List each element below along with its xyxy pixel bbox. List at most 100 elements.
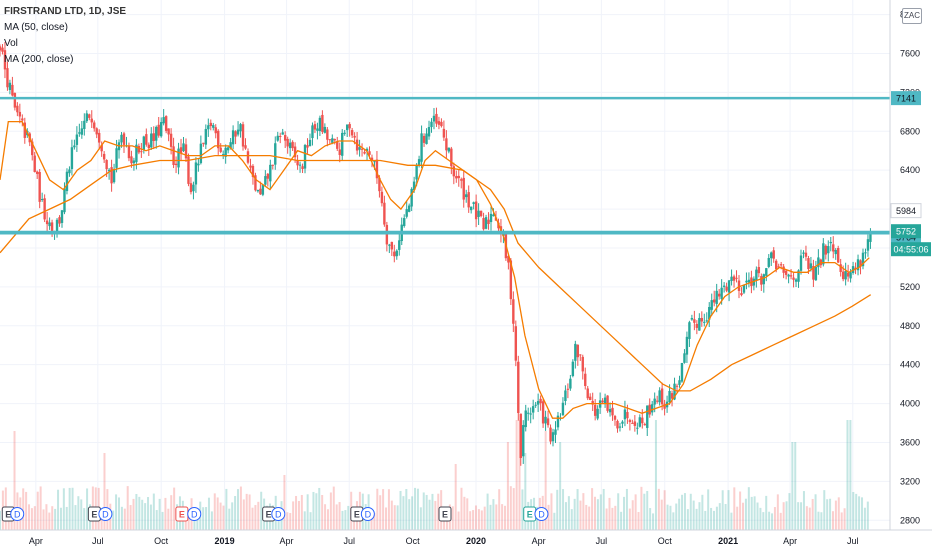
volume-bar — [866, 501, 869, 530]
candle-body — [442, 128, 446, 138]
candle-body — [162, 117, 165, 124]
volume-bar — [379, 495, 382, 530]
candle-body — [78, 132, 81, 134]
candle-body — [40, 198, 44, 200]
candle-body — [812, 265, 815, 280]
candle-body — [735, 277, 738, 279]
volume-bar — [13, 431, 16, 530]
candle-body — [846, 272, 850, 277]
volume-bar — [573, 498, 576, 530]
horizontal-levels[interactable] — [0, 96, 890, 235]
candle-body — [353, 135, 356, 138]
candle-body — [757, 267, 761, 274]
candle-body — [112, 169, 116, 183]
symbol-title[interactable]: FIRSTRAND LTD, 1D, JSE — [4, 6, 127, 17]
volume-bar — [86, 488, 89, 530]
candle-body — [343, 132, 346, 134]
candle-body — [393, 251, 396, 257]
y-tick-label: 6800 — [900, 126, 920, 136]
volume-bar — [318, 487, 321, 530]
volume-bar — [814, 494, 817, 530]
candle-body — [770, 252, 773, 259]
candle-body — [286, 138, 289, 147]
candle-body — [861, 252, 865, 267]
candle-body — [281, 132, 284, 135]
candle-body — [658, 390, 661, 403]
volume-legend[interactable]: Vol — [4, 38, 18, 49]
candle-body — [152, 133, 155, 142]
earnings-marker-label: E — [179, 510, 185, 520]
candle-body — [378, 177, 381, 192]
candle-body — [787, 274, 790, 277]
candle-body — [430, 121, 433, 128]
earnings-marker-label: E — [266, 510, 272, 520]
volume-bar — [521, 489, 524, 530]
candle-body — [303, 145, 307, 169]
volume-bar — [649, 508, 652, 530]
volume-bar — [54, 508, 57, 530]
volume-bar — [28, 504, 31, 530]
candle-body — [849, 272, 852, 279]
candle-body — [132, 160, 136, 164]
volume-bar — [329, 492, 332, 530]
candle-body — [306, 145, 309, 148]
volume-bar — [593, 496, 596, 530]
volume-bar — [431, 493, 434, 530]
volume-bar — [411, 496, 414, 530]
volume-bar — [120, 506, 123, 530]
candle-body — [789, 275, 793, 277]
ma200-line — [0, 154, 872, 392]
candle-body — [866, 239, 870, 251]
candle-body — [722, 285, 726, 287]
candle-body — [460, 179, 463, 181]
volume-bar — [158, 498, 161, 530]
candle-body — [199, 143, 203, 164]
volume-bar — [326, 509, 329, 530]
price-label-text: 5984 — [896, 206, 916, 216]
candle-body — [192, 184, 195, 192]
candle-body — [472, 202, 475, 204]
volume-bar — [782, 502, 785, 530]
candle-body — [172, 146, 175, 165]
candle-body — [375, 159, 379, 179]
candle-body — [794, 279, 798, 282]
candle-body — [856, 259, 860, 271]
candle-body — [313, 124, 317, 130]
candle-body — [859, 260, 862, 267]
candle-body — [638, 417, 642, 427]
volume-bar — [646, 490, 649, 530]
candle-body — [184, 144, 188, 159]
candle-body — [21, 118, 24, 121]
volume-bar — [759, 507, 762, 530]
candle-body — [217, 130, 220, 149]
ma200-legend[interactable]: MA (200, close) — [4, 54, 74, 65]
earnings-marker-label: E — [354, 510, 360, 520]
volume-bar — [826, 499, 829, 530]
candle-body — [452, 166, 456, 177]
candle-body — [834, 249, 837, 255]
candle-body — [618, 426, 622, 428]
volume-bar — [544, 431, 547, 530]
y-tick-label: 6400 — [900, 165, 920, 175]
volume-bar — [831, 511, 834, 530]
candle-body — [633, 421, 637, 426]
candle-body — [212, 125, 215, 128]
volume-bar — [480, 510, 483, 530]
candle-body — [668, 390, 671, 403]
candle-body — [174, 163, 178, 166]
candle-body — [564, 390, 567, 402]
volume-bar — [837, 497, 840, 530]
candle-body — [182, 143, 185, 152]
volume-bar — [550, 493, 553, 530]
ma50-legend[interactable]: MA (50, close) — [4, 22, 68, 33]
volume-bar — [692, 500, 695, 530]
volume-bar — [768, 511, 771, 530]
candle-body — [241, 124, 245, 147]
candle-body — [65, 171, 69, 192]
candle-body — [531, 406, 535, 413]
candle-body — [23, 122, 26, 138]
candle-body — [678, 380, 681, 385]
currency-badge[interactable]: ZAC — [902, 8, 922, 24]
